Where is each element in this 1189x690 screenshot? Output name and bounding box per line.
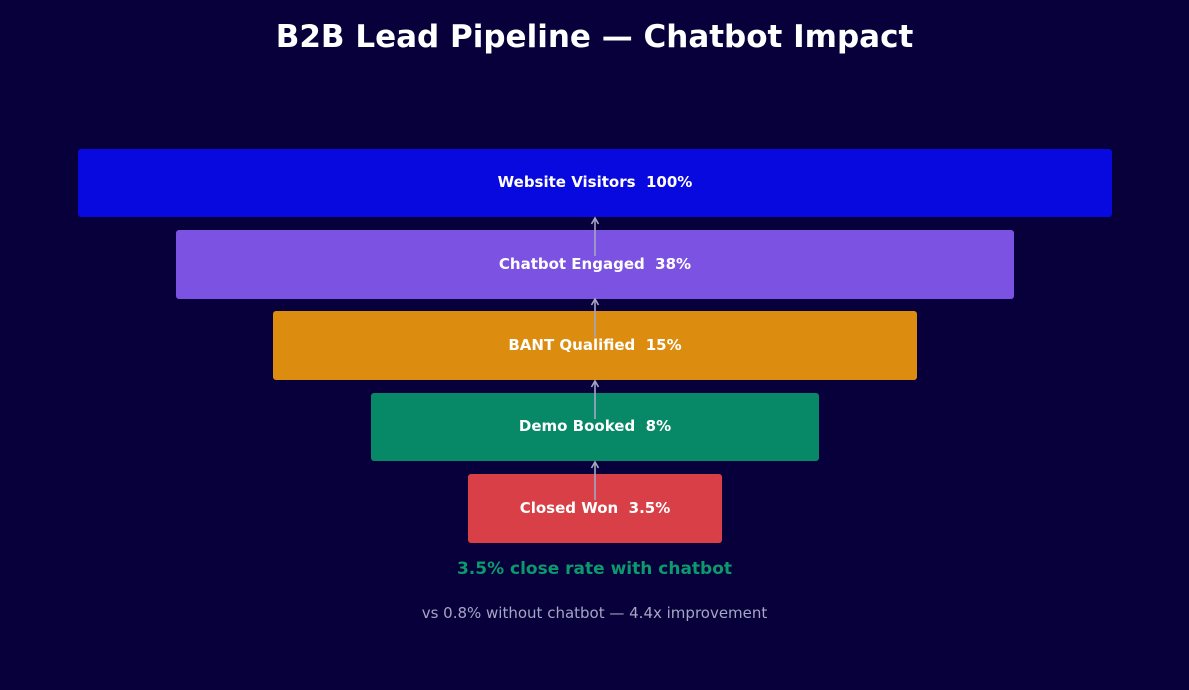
stage-label: BANT Qualified 15% bbox=[508, 335, 682, 354]
stage-label: Website Visitors 100% bbox=[497, 173, 693, 191]
arrow-up-icon bbox=[590, 297, 600, 337]
stage-label: Closed Won 3.5% bbox=[519, 498, 671, 517]
stage-label: Demo Booked 8% bbox=[518, 417, 672, 435]
funnel-stage-website-visitors: Website Visitors 100% bbox=[78, 149, 1112, 217]
funnel-stage-bant-qualified: BANT Qualified 15% bbox=[273, 311, 917, 380]
arrow-up-icon bbox=[590, 379, 600, 419]
stage-label: Chatbot Engaged 38% bbox=[498, 254, 692, 273]
close-rate-headline: 3.5% close rate with chatbot bbox=[456, 559, 733, 579]
chart-title: B2B Lead Pipeline — Chatbot Impact bbox=[275, 19, 914, 55]
comparison-subline: vs 0.8% without chatbot — 4.4x improveme… bbox=[421, 604, 768, 622]
arrow-up-icon bbox=[590, 216, 600, 256]
arrow-up-icon bbox=[590, 460, 600, 500]
